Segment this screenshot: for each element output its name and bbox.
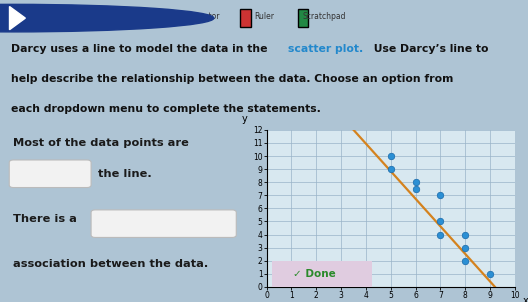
FancyBboxPatch shape: [10, 160, 91, 188]
Point: [386, 167, 395, 172]
Point: [461, 232, 469, 237]
Text: Instructor: Instructor: [182, 12, 220, 21]
Text: ✓ Done: ✓ Done: [293, 269, 335, 279]
Text: ?: ?: [31, 169, 37, 179]
Text: x: x: [522, 296, 528, 302]
Point: [436, 219, 445, 224]
Point: [461, 258, 469, 263]
Text: Darcy uses a line to model the data in the: Darcy uses a line to model the data in t…: [11, 44, 271, 54]
Text: scatter plot.: scatter plot.: [288, 44, 363, 54]
FancyBboxPatch shape: [298, 9, 308, 27]
Point: [486, 271, 494, 276]
Text: the line.: the line.: [98, 169, 152, 179]
FancyBboxPatch shape: [91, 210, 237, 237]
Point: [461, 245, 469, 250]
Point: [386, 154, 395, 159]
Text: ▼: ▼: [77, 171, 82, 177]
Polygon shape: [10, 7, 25, 30]
Point: [411, 186, 420, 191]
Text: each dropdown menu to complete the statements.: each dropdown menu to complete the state…: [11, 104, 320, 114]
Circle shape: [0, 4, 214, 32]
Text: y: y: [241, 114, 247, 124]
Text: ▼: ▼: [222, 221, 227, 227]
Text: There is a: There is a: [13, 214, 77, 224]
Text: Ruler: Ruler: [254, 12, 274, 21]
Text: Most of the data points are: Most of the data points are: [13, 138, 189, 149]
Point: [411, 180, 420, 185]
Point: [436, 193, 445, 198]
Text: Scratchpad: Scratchpad: [303, 12, 346, 21]
Text: Use Darcy’s line to: Use Darcy’s line to: [370, 44, 488, 54]
Text: ?: ?: [150, 219, 156, 229]
Text: help describe the relationship between the data. Choose an option from: help describe the relationship between t…: [11, 74, 453, 84]
FancyBboxPatch shape: [240, 9, 251, 27]
FancyBboxPatch shape: [264, 259, 380, 289]
Text: association between the data.: association between the data.: [13, 259, 209, 269]
Point: [436, 232, 445, 237]
